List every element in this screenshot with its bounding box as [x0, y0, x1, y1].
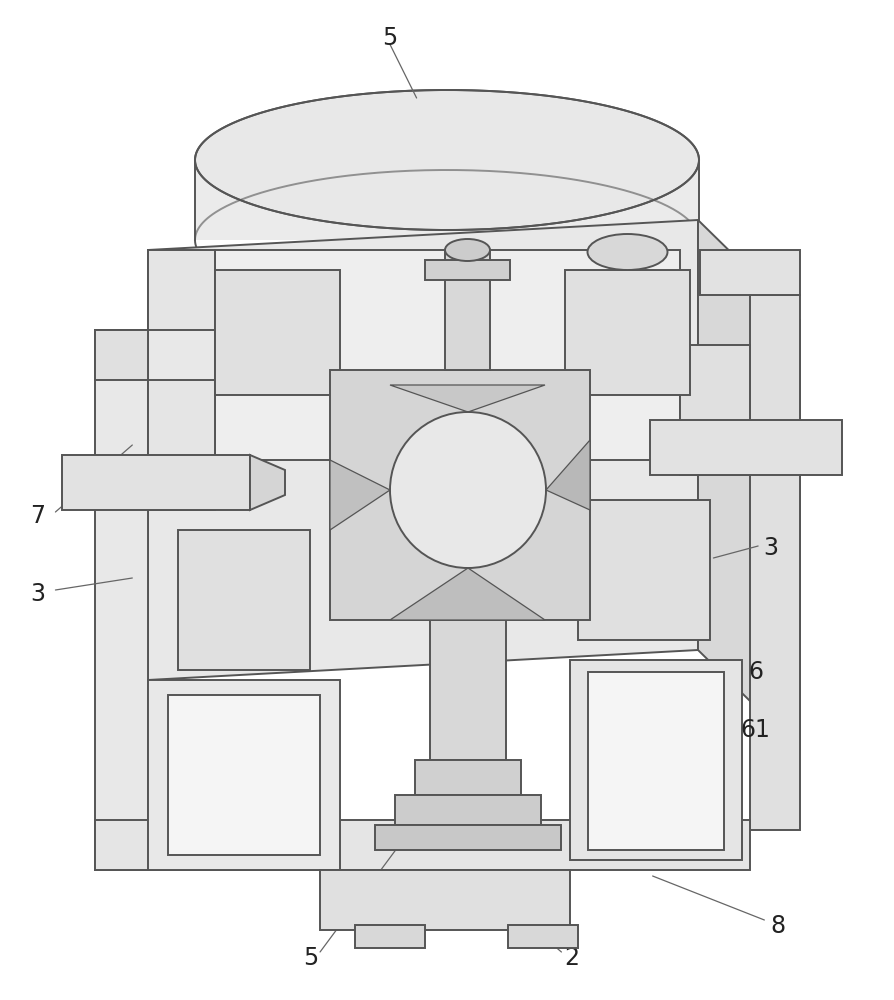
Polygon shape: [215, 250, 680, 460]
Polygon shape: [320, 870, 570, 930]
Polygon shape: [546, 440, 590, 510]
Polygon shape: [508, 925, 578, 948]
Polygon shape: [650, 420, 842, 475]
Polygon shape: [148, 680, 340, 870]
Polygon shape: [195, 90, 699, 230]
Polygon shape: [415, 760, 521, 795]
Polygon shape: [95, 820, 750, 870]
Polygon shape: [445, 250, 490, 370]
Polygon shape: [565, 270, 690, 395]
Polygon shape: [250, 455, 285, 510]
Polygon shape: [330, 460, 390, 530]
Ellipse shape: [587, 234, 668, 270]
Polygon shape: [355, 925, 425, 948]
Polygon shape: [588, 672, 724, 850]
Text: 3: 3: [30, 582, 45, 606]
Text: 6: 6: [748, 660, 763, 684]
Polygon shape: [195, 160, 699, 240]
Polygon shape: [178, 530, 310, 670]
Polygon shape: [750, 295, 800, 830]
Text: 7: 7: [30, 504, 45, 528]
Polygon shape: [578, 500, 710, 640]
Polygon shape: [425, 260, 510, 280]
Polygon shape: [148, 250, 215, 330]
Polygon shape: [62, 455, 250, 510]
Polygon shape: [148, 220, 698, 680]
Text: 8: 8: [771, 914, 785, 938]
Polygon shape: [375, 825, 561, 850]
Polygon shape: [390, 385, 545, 412]
Text: 3: 3: [763, 536, 778, 560]
Text: 5: 5: [382, 26, 398, 50]
Polygon shape: [700, 250, 800, 295]
Ellipse shape: [445, 239, 490, 261]
Polygon shape: [680, 345, 750, 475]
Polygon shape: [570, 660, 742, 860]
Polygon shape: [330, 370, 590, 620]
Text: 5: 5: [303, 946, 319, 970]
Polygon shape: [430, 620, 506, 760]
Polygon shape: [148, 380, 215, 510]
Polygon shape: [395, 795, 541, 825]
Polygon shape: [95, 330, 148, 380]
Polygon shape: [95, 330, 148, 870]
Polygon shape: [698, 220, 800, 750]
Polygon shape: [168, 695, 320, 855]
Polygon shape: [390, 568, 545, 620]
Polygon shape: [215, 270, 340, 395]
Text: 61: 61: [740, 718, 771, 742]
Text: 2: 2: [565, 946, 579, 970]
Circle shape: [390, 412, 546, 568]
